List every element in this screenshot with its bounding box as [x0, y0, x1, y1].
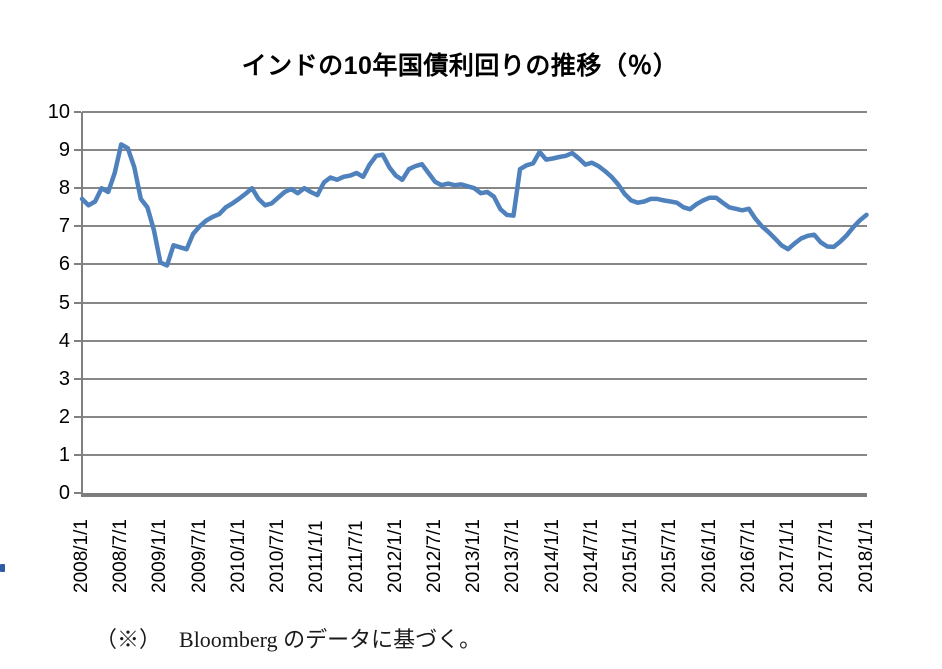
source-footnote: （※） Bloomberg のデータに基づく。 [95, 622, 481, 654]
y-axis-line [80, 112, 83, 497]
y-tick-label-2: 2 [58, 405, 70, 428]
gridline-y2 [82, 415, 867, 418]
y-axis-tick [74, 492, 81, 494]
y-tick-label-9: 9 [58, 139, 70, 162]
y-axis-tick [74, 377, 81, 380]
y-tick-label-6: 6 [58, 253, 70, 276]
y-tick-label-10: 10 [47, 101, 70, 123]
gridline-y7 [82, 225, 867, 228]
y-tick-label-1: 1 [58, 443, 70, 466]
y-axis-tick [74, 301, 81, 304]
y-axis-tick [74, 415, 81, 418]
y-tick-label-7: 7 [58, 215, 70, 238]
gridline-y1 [82, 453, 867, 456]
y-tick-label-8: 8 [58, 177, 70, 200]
y-axis-tick [74, 263, 81, 266]
y-axis-tick [74, 339, 81, 342]
stray-blue-mark [0, 564, 5, 572]
y-tick-label-3: 3 [58, 367, 70, 390]
y-axis-tick [74, 149, 81, 152]
gridline-y4 [82, 339, 867, 342]
footnote-text: Bloomberg のデータに基づく。 [179, 627, 482, 652]
y-axis-tick [74, 187, 81, 190]
footnote-marker: （※） [95, 627, 162, 652]
gridline-y6 [82, 263, 867, 266]
y-axis-tick [74, 225, 81, 228]
gridline-y10 [82, 111, 867, 113]
gridline-y9 [82, 149, 867, 152]
y-axis-tick [74, 453, 81, 456]
y-axis-tick [74, 111, 81, 113]
gridline-y3 [82, 377, 867, 380]
yield-line-series [79, 142, 869, 268]
chart-title: インドの10年国債利回りの推移（％） [241, 52, 679, 80]
y-tick-label-5: 5 [58, 291, 70, 314]
y-tick-label-0: 0 [58, 482, 70, 504]
y-tick-label-4: 4 [58, 329, 70, 352]
gridline-y5 [82, 301, 867, 304]
x-axis-line [80, 493, 867, 497]
